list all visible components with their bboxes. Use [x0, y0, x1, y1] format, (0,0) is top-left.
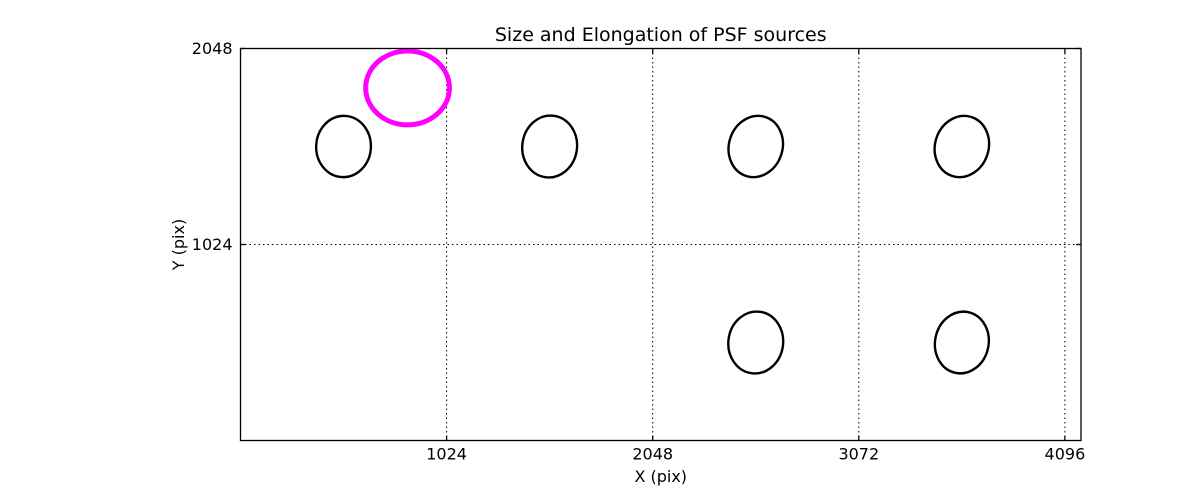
psf-ellipse — [727, 114, 785, 179]
psf-ellipse — [933, 310, 991, 375]
y-axis-label: Y (pix) — [169, 219, 188, 271]
gridlines — [240, 48, 1081, 441]
psf-ellipse — [727, 310, 785, 375]
psf-ellipse — [314, 114, 373, 179]
y-tick-label: 2048 — [192, 39, 233, 58]
x-tick-label: 4096 — [1045, 445, 1086, 464]
x-tick-label: 2048 — [632, 445, 673, 464]
psf-ellipse-layer — [314, 48, 991, 375]
psf-ellipse — [933, 114, 991, 179]
x-tick-label: 3072 — [838, 445, 879, 464]
axes — [239, 47, 1082, 442]
x-tick-label: 1024 — [426, 445, 467, 464]
psf-ellipse — [521, 114, 579, 179]
highlighted-psf-ellipse — [363, 48, 452, 128]
tick-labels: 1024 2048 3072 4096 1024 2048 — [192, 39, 1085, 464]
x-axis-label: X (pix) — [634, 467, 687, 486]
y-tick-label: 1024 — [192, 235, 233, 254]
chart-title: Size and Elongation of PSF sources — [495, 24, 827, 46]
